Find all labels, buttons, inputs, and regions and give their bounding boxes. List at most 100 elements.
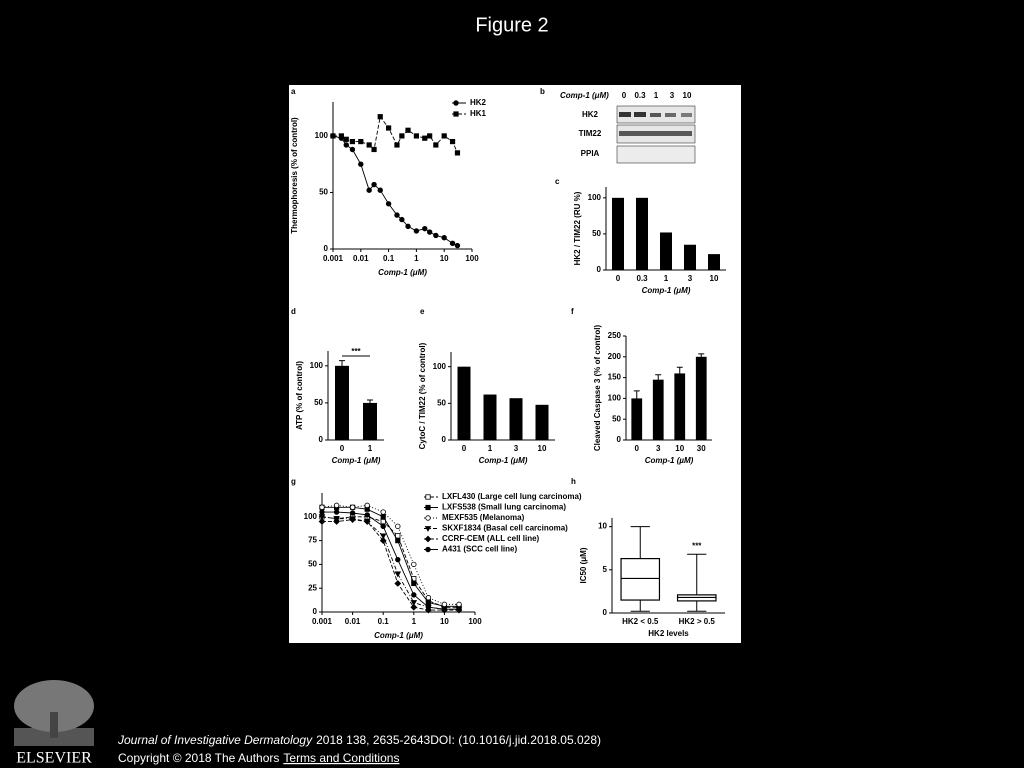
panel-letter: d (291, 307, 296, 316)
marker (422, 135, 428, 141)
marker (410, 603, 418, 611)
marker (411, 561, 417, 568)
marker (318, 518, 326, 525)
error-bar (633, 390, 640, 406)
x-axis-title: Comp-1 (μM) (479, 456, 528, 465)
bar (636, 197, 648, 270)
bar (695, 356, 707, 440)
y-tick-label: 50 (437, 398, 446, 407)
y-tick-label: 50 (308, 560, 317, 569)
marker (411, 580, 417, 587)
marker (427, 133, 433, 139)
y-tick-label: 0 (319, 435, 324, 444)
whisker (687, 600, 707, 612)
y-tick-label: 0 (617, 435, 622, 444)
marker (333, 518, 340, 525)
y-tick-label: 250 (608, 331, 622, 340)
logo: ELSEVIER (14, 680, 94, 767)
bar (660, 232, 672, 270)
band (681, 113, 692, 117)
legend-marker (424, 526, 432, 532)
bar (535, 404, 549, 440)
error-bar (676, 366, 683, 380)
terms-link[interactable]: Terms and Conditions (283, 751, 399, 765)
citation-detail: 2018 138, 2635-2643DOI: (10.1016/j.jid.2… (316, 733, 601, 747)
x-axis-title: Comp-1 (μM) (332, 456, 381, 465)
marker (349, 510, 356, 516)
row-label: HK2 (582, 110, 599, 119)
x-tick-label: 1 (414, 254, 419, 263)
band (665, 113, 676, 117)
y-axis-title: Cell Viability (% of control) (279, 502, 288, 604)
marker (330, 133, 336, 139)
marker (441, 601, 448, 608)
legend-marker (424, 535, 432, 543)
marker (394, 571, 402, 578)
bar (483, 394, 497, 440)
legend-label: LXFL430 (Large cell lung carcinoma) (442, 492, 582, 501)
whisker (630, 600, 650, 612)
bar (612, 197, 624, 270)
marker (441, 606, 448, 612)
bar (674, 373, 686, 440)
marker (394, 212, 400, 218)
y-tick-label: 150 (608, 373, 622, 382)
marker (425, 595, 432, 601)
lane-label: 3 (670, 91, 675, 100)
marker (385, 125, 392, 131)
band (619, 112, 631, 117)
bar (509, 398, 523, 440)
x-tick-label: 10 (538, 444, 547, 453)
y-tick-label: 200 (608, 352, 622, 361)
bar (684, 244, 696, 270)
marker (394, 142, 400, 148)
marker (349, 516, 356, 524)
panel-letter: b (540, 87, 545, 96)
marker (422, 225, 428, 232)
legend-marker (425, 546, 431, 553)
x-tick-label: HK2 > 0.5 (679, 617, 716, 626)
y-tick-label: 0 (603, 608, 608, 617)
marker (318, 514, 326, 521)
blot-axis-label: Comp-1 (μM) (560, 91, 609, 100)
marker (399, 216, 405, 223)
x-tick-label: 0.01 (345, 617, 361, 626)
marker (379, 533, 387, 540)
x-tick-label: 0 (462, 444, 467, 453)
logo-tree (14, 680, 94, 732)
y-tick-label: 50 (612, 414, 621, 423)
marker (338, 133, 344, 139)
lane-label: 10 (683, 91, 692, 100)
marker (405, 223, 411, 230)
annotation: *** (351, 347, 361, 356)
marker (405, 127, 411, 133)
band (650, 113, 661, 117)
y-axis-title: Thermophoresis (% of control) (290, 117, 299, 234)
series-line (322, 511, 459, 610)
marker (343, 142, 349, 148)
marker (449, 138, 456, 145)
band (634, 112, 646, 117)
x-tick-label: HK2 < 0.5 (622, 617, 659, 626)
logo-text: ELSEVIER (16, 750, 92, 767)
marker (363, 518, 371, 525)
bar (631, 398, 643, 440)
panel-letter: c (555, 177, 560, 186)
marker (395, 523, 401, 530)
marker (377, 187, 383, 193)
x-tick-label: 100 (465, 254, 479, 263)
blot-strip (616, 145, 696, 164)
legend-label: MEXF535 (Melanoma) (442, 513, 525, 522)
x-tick-label: 1 (412, 617, 417, 626)
row-label: PPIA (581, 149, 600, 158)
y-tick-label: 100 (310, 361, 324, 370)
y-axis-title: ATP (% of control) (295, 361, 304, 430)
x-tick-label: 1 (664, 274, 669, 283)
panel-letter: g (291, 477, 296, 486)
marker (371, 146, 377, 153)
blot-bands (619, 112, 692, 136)
y-tick-label: 0 (324, 244, 329, 253)
marker (426, 229, 433, 235)
legend-label: A431 (SCC cell line) (442, 545, 517, 554)
